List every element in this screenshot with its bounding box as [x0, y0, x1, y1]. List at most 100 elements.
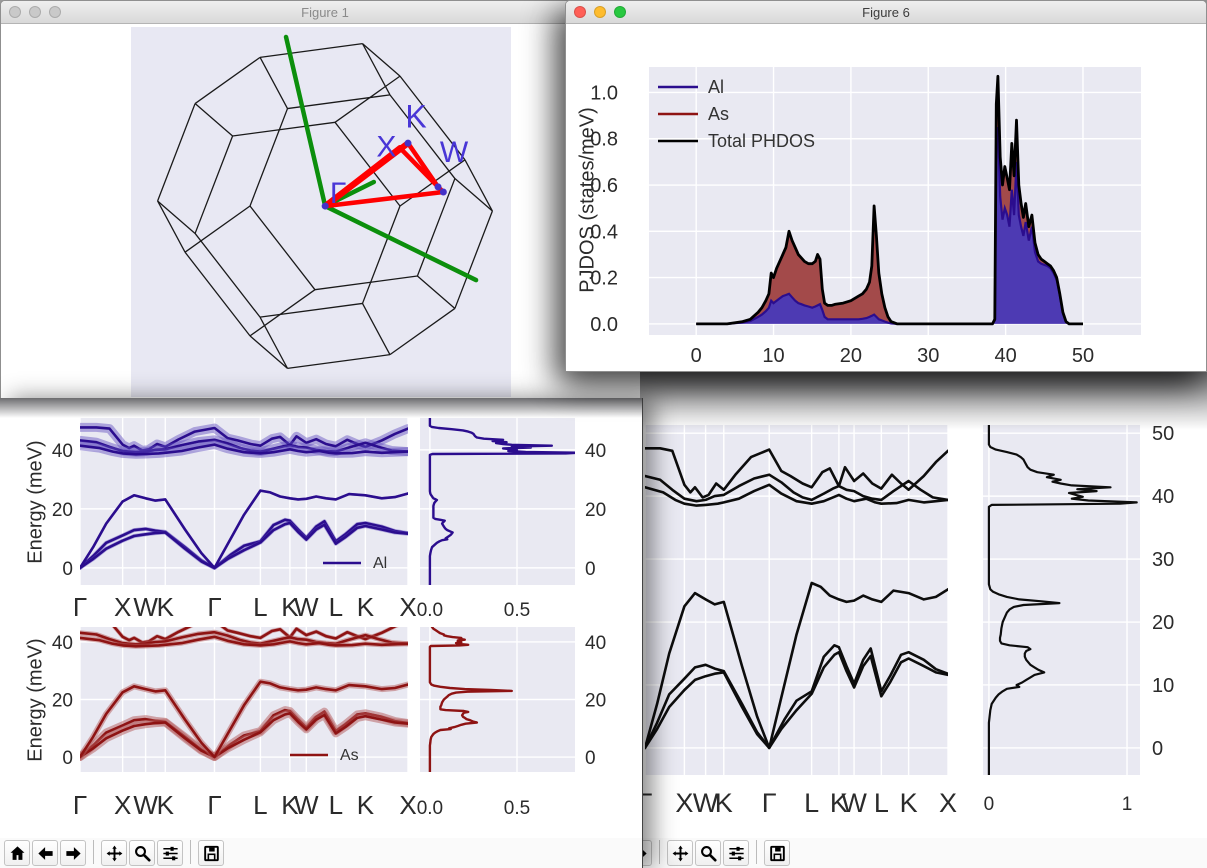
bz-edge [464, 159, 493, 212]
close-button[interactable] [9, 6, 21, 18]
configure-subplots-icon [728, 846, 744, 860]
configure-subplots-button[interactable] [157, 840, 183, 866]
bz-edge [454, 210, 494, 309]
tick-label: 1.0 [590, 82, 618, 104]
kpath-label: X [399, 592, 416, 622]
minimize-button[interactable] [29, 6, 41, 18]
kpath-label: Γ [207, 790, 221, 820]
kpath-label: W [841, 788, 867, 818]
toolbar-separator [659, 840, 660, 864]
home-button[interactable] [4, 840, 30, 866]
band-branch [645, 473, 948, 503]
tick-label: 0.0 [417, 798, 443, 819]
bz-edge [249, 289, 316, 337]
kpoint-label-x: X [376, 131, 396, 164]
save-button[interactable] [198, 840, 224, 866]
tick-label: 20 [52, 500, 73, 521]
bz-edge [416, 275, 456, 309]
kpath-label: X [675, 788, 693, 818]
window-phonon-fatbands[interactable]: Al As 0 0 20 20 40 40 0 0 20 20 40 40 Γ X W K Γ L K W L K X Γ X W K Γ… [0, 398, 643, 868]
window-phonon-bands-total[interactable]: 0 10 20 30 40 50 Γ X W K Γ L K W L K X 0 1 [570, 372, 1207, 868]
toolbar-separator [93, 840, 94, 864]
zoom-window-button[interactable] [49, 6, 61, 18]
save-button[interactable] [764, 840, 790, 866]
zoom-icon [700, 845, 717, 862]
bz-edge [249, 108, 289, 207]
kpath-segment [322, 189, 446, 209]
back-icon [37, 846, 53, 860]
as-energy-axis-label: Energy (meV) [24, 638, 47, 762]
bz-edge [194, 56, 261, 105]
bz-edge [249, 335, 288, 369]
minimize-button[interactable] [594, 6, 606, 18]
kpath-label: X [114, 592, 131, 622]
pjdos-canvas[interactable]: 0 10 20 30 40 50 0.0 0.2 0.4 0.6 0.8 1.0 Al As Total P… [566, 24, 1206, 374]
tick-label: 30 [917, 345, 939, 367]
band-branch [80, 438, 408, 454]
kpath-label: K [157, 592, 175, 622]
band-branch [80, 712, 408, 759]
plot-clip-group [80, 627, 408, 772]
al-energy-axis-label: Energy (meV) [24, 440, 47, 564]
bz-edge [232, 121, 336, 137]
plot-clip-group [649, 67, 1141, 335]
titlebar-figure-1[interactable]: Figure 1 [1, 1, 649, 24]
kpath-label: W [133, 592, 158, 622]
tick-label: 30 [1152, 549, 1174, 571]
band-branch [80, 443, 408, 456]
bz-edge [334, 121, 401, 207]
save-icon [769, 845, 785, 861]
forward-button[interactable] [60, 840, 86, 866]
tick-label: 0.4 [590, 221, 618, 243]
kpoint-dot [439, 188, 447, 196]
dos-curve [428, 627, 513, 772]
tick-label: 40 [585, 633, 606, 654]
kpath-label: Γ [73, 790, 87, 820]
tick-label: 1 [1122, 794, 1133, 815]
tick-label: 20 [52, 691, 73, 712]
kpath-label: X [939, 788, 957, 818]
forward-icon [65, 846, 81, 860]
bz-edge [334, 75, 401, 123]
kpath-label: X [114, 790, 131, 820]
plot-background [983, 425, 1140, 775]
back-button[interactable] [32, 840, 58, 866]
bz-edge [361, 303, 391, 355]
tick-label: 0.0 [590, 314, 618, 336]
toolbar-separator [756, 840, 757, 864]
titlebar-figure-6[interactable]: Figure 6 [566, 1, 1206, 24]
tick-label: 0 [691, 345, 702, 367]
zoom-button[interactable] [695, 840, 721, 866]
plot-panel: As [80, 627, 408, 772]
kpath-label: W [693, 788, 719, 818]
kpoint-dot [404, 139, 412, 147]
zoom-window-button[interactable] [614, 6, 626, 18]
zoom-button[interactable] [129, 840, 155, 866]
legend-label: Al [373, 555, 387, 572]
kpath-label: Γ [73, 592, 87, 622]
bz-edge [259, 42, 363, 58]
kpath-label: W [294, 592, 319, 622]
kpath-label: Γ [762, 788, 777, 818]
configure-subplots-button[interactable] [723, 840, 749, 866]
kpath-label: K [281, 592, 299, 622]
close-button[interactable] [574, 6, 586, 18]
pan-button[interactable] [667, 840, 693, 866]
band-branch [80, 521, 408, 570]
tick-label: 40 [1152, 486, 1174, 508]
zoom-icon [134, 845, 151, 862]
bz-edge [194, 135, 234, 234]
plot-panel: Al [80, 418, 408, 585]
window-figure-6[interactable]: Figure 6 0 10 20 30 40 50 0.0 0.2 0.4 0.6 0.8 1.0 Al… [565, 0, 1207, 372]
pjdos-as-area [696, 76, 1083, 324]
tick-label: 40 [994, 345, 1016, 367]
pan-button[interactable] [101, 840, 127, 866]
bz-edge [157, 200, 186, 253]
band-branch [645, 581, 948, 750]
kpath-label: K [830, 788, 848, 818]
